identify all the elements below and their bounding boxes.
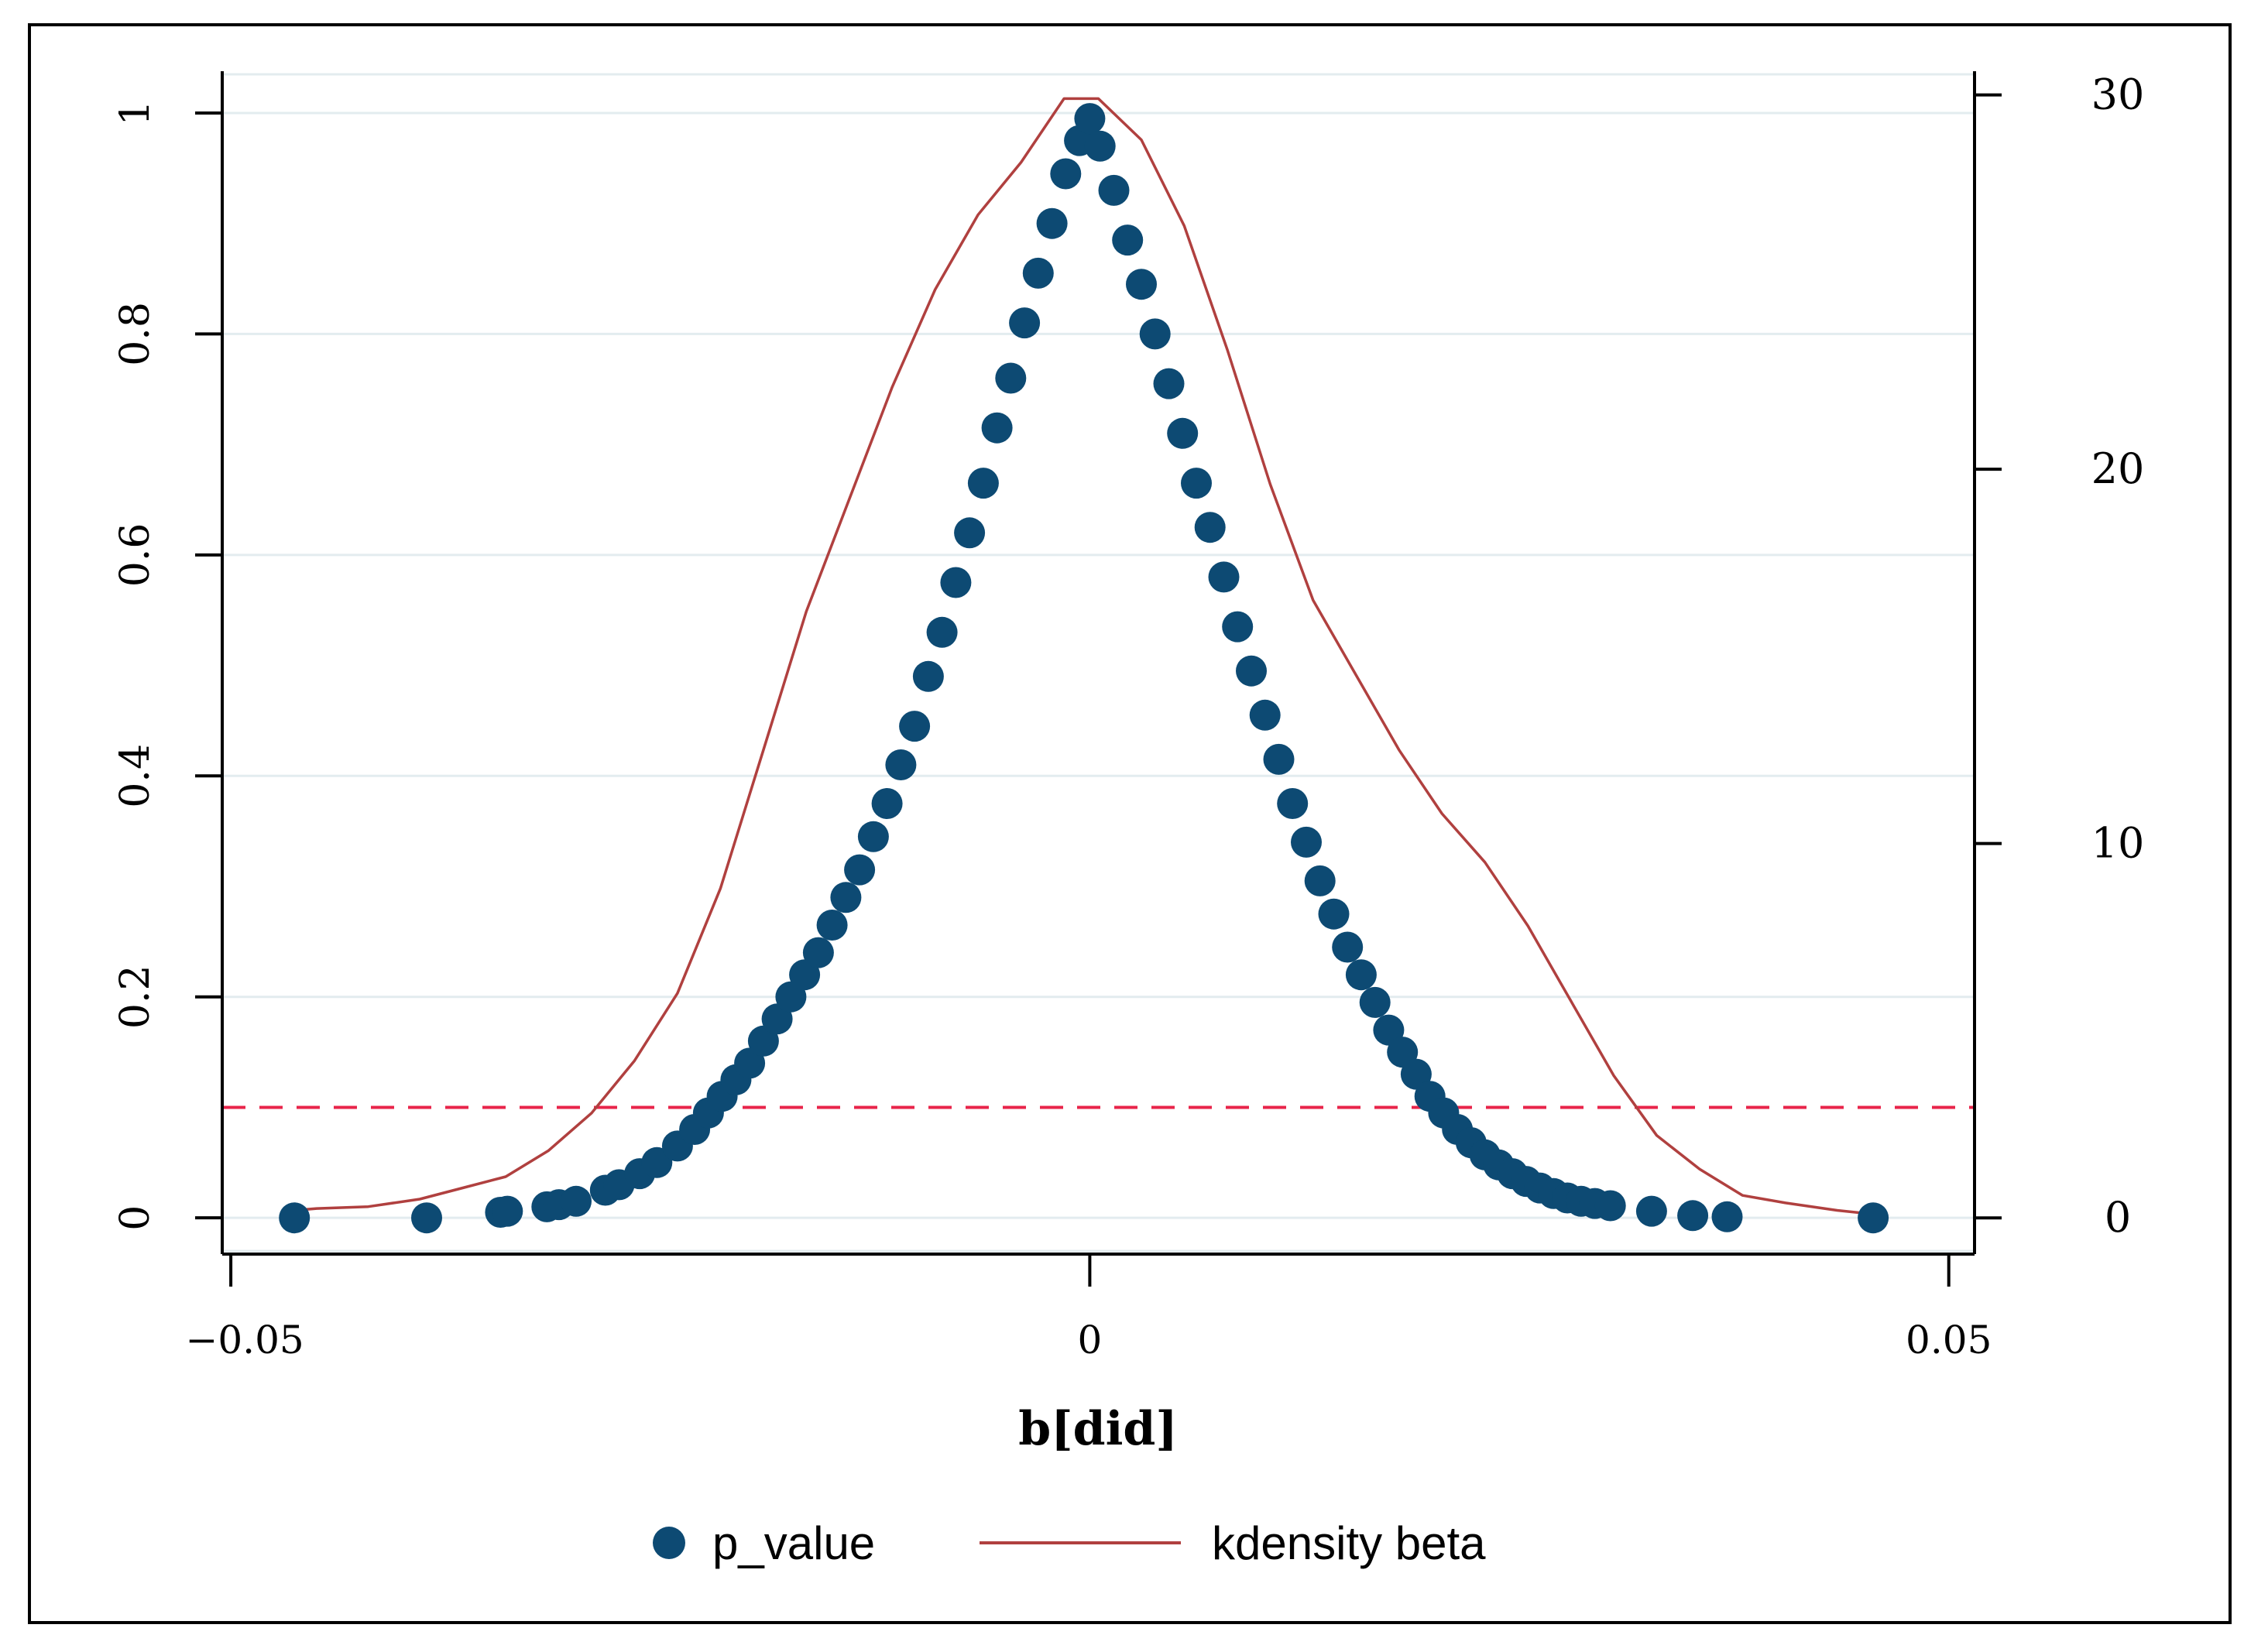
p-value-point-16 xyxy=(734,1047,766,1079)
left-tick-label-3: 0.6 xyxy=(112,523,159,587)
p-value-point-21 xyxy=(802,937,834,968)
p-value-series xyxy=(279,103,1889,1234)
p-value-point-59 xyxy=(1318,898,1350,930)
p-value-point-45 xyxy=(1126,269,1157,300)
p-value-point-60 xyxy=(1332,931,1364,963)
p-value-point-47 xyxy=(1153,368,1185,399)
kdensity-series xyxy=(294,97,1874,1216)
p-value-point-41 xyxy=(1074,103,1106,135)
p-value-point-58 xyxy=(1304,865,1336,896)
p-value-point-48 xyxy=(1167,417,1199,449)
p-value-point-82 xyxy=(1711,1201,1743,1232)
p-value-point-27 xyxy=(885,749,917,780)
right-tick-label-2: 20 xyxy=(2091,444,2145,493)
legend: p_value kdensity beta xyxy=(653,1517,1486,1569)
p-value-point-28 xyxy=(899,711,931,742)
p-value-point-50 xyxy=(1194,512,1226,543)
p-value-point-51 xyxy=(1208,561,1240,593)
axes xyxy=(221,71,1976,1256)
p-value-point-52 xyxy=(1222,611,1254,643)
legend-marker-p-value xyxy=(653,1527,685,1559)
p-value-point-35 xyxy=(995,362,1027,394)
p-value-point-57 xyxy=(1291,826,1322,858)
p-value-point-36 xyxy=(1009,307,1041,339)
p-value-point-30 xyxy=(926,616,958,648)
p-value-point-55 xyxy=(1263,743,1295,775)
p-value-point-29 xyxy=(912,660,944,692)
p-value-point-64 xyxy=(1387,1037,1419,1068)
right-tick-label-1: 10 xyxy=(2091,819,2145,868)
p-value-point-3 xyxy=(492,1195,523,1227)
p-value-point-65 xyxy=(1400,1058,1432,1090)
p-value-point-79 xyxy=(1594,1190,1626,1222)
x-tick-label-2: 0.05 xyxy=(1906,1318,1992,1362)
legend-label-p-value: p_value xyxy=(712,1517,875,1569)
p-value-point-49 xyxy=(1181,468,1212,499)
p-value-point-10 xyxy=(641,1146,673,1178)
p-value-point-38 xyxy=(1036,207,1068,239)
legend-label-kdensity: kdensity beta xyxy=(1212,1517,1486,1569)
p-value-point-43 xyxy=(1098,174,1130,206)
p-value-point-22 xyxy=(816,910,848,941)
left-tick-label-2: 0.4 xyxy=(112,744,159,808)
p-value-point-54 xyxy=(1249,699,1281,731)
p-value-point-33 xyxy=(967,468,999,499)
p-value-point-1 xyxy=(411,1202,442,1234)
kdensity-line xyxy=(294,97,1874,1216)
p-value-point-56 xyxy=(1277,788,1309,819)
left-tick-label-5: 1 xyxy=(112,100,159,125)
p-value-point-25 xyxy=(857,821,889,852)
p-value-point-80 xyxy=(1635,1195,1667,1227)
left-y-ticks: 0 0.2 0.4 0.6 0.8 1 xyxy=(112,100,222,1231)
p-value-point-42 xyxy=(1084,130,1116,162)
p-value-point-39 xyxy=(1050,158,1082,190)
p-value-point-53 xyxy=(1236,655,1267,687)
p-value-point-34 xyxy=(981,412,1013,444)
p-value-point-63 xyxy=(1373,1014,1405,1046)
x-axis-label: b[did] xyxy=(1018,1402,1177,1456)
x-ticks: −0.05 0 0.05 xyxy=(185,1254,1992,1362)
left-tick-label-0: 0 xyxy=(112,1205,159,1231)
p-value-point-44 xyxy=(1112,224,1144,256)
p-value-point-61 xyxy=(1345,959,1377,991)
right-y-ticks: 0 10 20 30 xyxy=(1975,70,2144,1242)
p-value-point-46 xyxy=(1139,318,1171,350)
right-tick-label-0: 0 xyxy=(2105,1193,2131,1242)
p-value-point-24 xyxy=(844,854,876,886)
p-value-point-31 xyxy=(940,567,972,598)
p-value-point-6 xyxy=(561,1185,592,1217)
p-value-point-32 xyxy=(954,517,986,549)
p-value-point-0 xyxy=(279,1202,311,1234)
p-value-point-20 xyxy=(789,959,821,991)
plot-area xyxy=(221,73,1976,1253)
p-value-point-19 xyxy=(775,981,807,1013)
x-tick-label-0: −0.05 xyxy=(185,1318,304,1362)
p-value-point-83 xyxy=(1858,1202,1889,1234)
p-value-point-17 xyxy=(747,1025,779,1057)
right-tick-label-3: 30 xyxy=(2091,70,2145,119)
p-value-point-18 xyxy=(761,1003,793,1035)
left-tick-label-4: 0.8 xyxy=(112,302,159,366)
p-value-point-62 xyxy=(1359,986,1391,1018)
left-tick-label-1: 0.2 xyxy=(112,965,159,1029)
x-tick-label-1: 0 xyxy=(1078,1318,1103,1362)
p-value-point-26 xyxy=(871,788,903,819)
p-value-point-81 xyxy=(1677,1200,1709,1232)
p-value-point-37 xyxy=(1022,257,1054,289)
p-value-point-23 xyxy=(830,882,862,913)
